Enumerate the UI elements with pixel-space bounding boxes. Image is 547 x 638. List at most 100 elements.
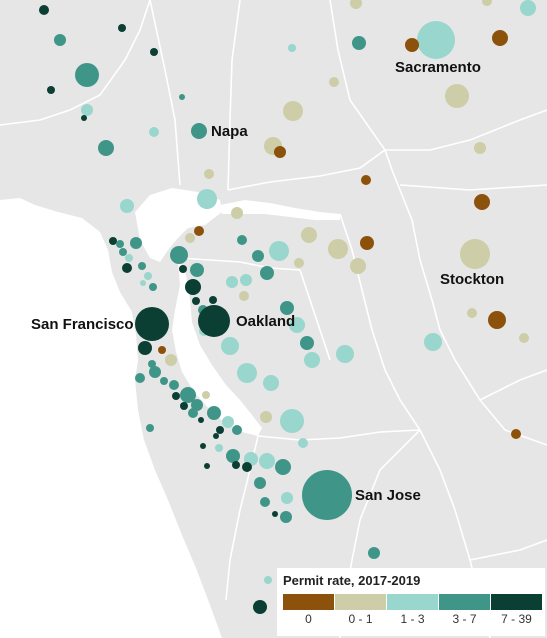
permit-marker: [149, 366, 161, 378]
permit-marker: [204, 169, 214, 179]
permit-marker: [125, 254, 133, 262]
permit-marker: [120, 199, 134, 213]
permit-marker: [192, 297, 200, 305]
permit-marker: [216, 426, 224, 434]
permit-marker: [75, 63, 99, 87]
permit-marker: [300, 336, 314, 350]
city-label-san-francisco: San Francisco: [31, 316, 134, 333]
permit-marker: [185, 233, 195, 243]
permit-marker: [222, 416, 234, 428]
permit-marker: [231, 207, 243, 219]
permit-marker: [252, 250, 264, 262]
permit-marker: [197, 189, 217, 209]
permit-marker: [130, 237, 142, 249]
permit-marker: [135, 373, 145, 383]
permit-marker: [474, 194, 490, 210]
permit-marker: [119, 248, 127, 256]
permit-marker: [207, 406, 221, 420]
permit-marker: [280, 301, 294, 315]
permit-marker: [170, 246, 188, 264]
legend-swatch: [491, 594, 542, 610]
legend-bins: 0 0 - 1 1 - 3 3 - 7 7 - 39: [283, 594, 542, 626]
permit-marker: [138, 262, 146, 270]
permit-marker: [275, 459, 291, 475]
permit-marker: [226, 449, 240, 463]
legend-label: 1 - 3: [400, 612, 424, 626]
permit-marker: [172, 392, 180, 400]
permit-marker: [301, 227, 317, 243]
permit-marker: [368, 547, 380, 559]
permit-marker: [288, 44, 296, 52]
permit-marker: [445, 84, 469, 108]
permit-marker: [149, 283, 157, 291]
city-label-napa: Napa: [211, 123, 248, 140]
permit-marker: [280, 409, 304, 433]
permit-marker: [150, 48, 158, 56]
permit-marker: [213, 433, 219, 439]
permit-marker: [298, 438, 308, 448]
city-labels: Sacramento Napa Stockton San Francisco O…: [31, 59, 504, 504]
permit-marker: [209, 296, 217, 304]
san-francisco-marker: [135, 307, 169, 341]
permit-marker: [116, 240, 124, 248]
permit-marker: [350, 258, 366, 274]
suisun-bay: [220, 200, 340, 220]
permit-marker: [405, 38, 419, 52]
permit-marker: [180, 402, 188, 410]
pacific-ocean: [0, 198, 222, 638]
city-label-stockton: Stockton: [440, 271, 504, 288]
permit-marker: [242, 462, 252, 472]
legend-label: 7 - 39: [501, 612, 532, 626]
permit-marker: [191, 399, 203, 411]
permit-marker: [148, 360, 156, 368]
permit-marker: [492, 30, 508, 46]
oakland-marker: [198, 305, 230, 337]
permit-marker: [98, 140, 114, 156]
legend-label: 3 - 7: [452, 612, 476, 626]
permit-marker: [281, 492, 293, 504]
permit-marker: [260, 266, 274, 280]
permit-marker: [329, 77, 339, 87]
san-jose-marker: [302, 470, 352, 520]
permit-marker: [221, 337, 239, 355]
legend-swatch: [387, 594, 438, 610]
permit-marker: [146, 424, 154, 432]
legend-swatch: [283, 594, 334, 610]
permit-marker: [179, 265, 187, 273]
permit-marker: [140, 280, 146, 286]
city-label-sacramento: Sacramento: [395, 59, 481, 76]
permit-marker: [169, 380, 179, 390]
permit-marker: [350, 0, 362, 9]
permit-marker: [237, 363, 257, 383]
permit-marker: [47, 86, 55, 94]
permit-marker: [460, 239, 490, 269]
legend-swatch: [439, 594, 490, 610]
permit-marker: [482, 0, 492, 6]
permit-marker: [160, 377, 168, 385]
permit-marker: [215, 444, 223, 452]
permit-marker: [269, 241, 289, 261]
san-pablo-bay: [135, 188, 222, 262]
permit-marker: [467, 308, 477, 318]
permit-marker: [39, 5, 49, 15]
permit-marker: [240, 274, 252, 286]
permit-marker: [280, 511, 292, 523]
permit-marker: [289, 317, 305, 333]
permit-marker: [352, 36, 366, 50]
permit-marker: [259, 453, 275, 469]
permit-marker: [283, 101, 303, 121]
permit-marker: [253, 600, 267, 614]
permit-marker: [202, 391, 210, 399]
permit-marker: [190, 263, 204, 277]
permit-marker: [511, 429, 521, 439]
permit-marker: [54, 34, 66, 46]
permit-marker: [474, 142, 486, 154]
permit-marker: [204, 463, 210, 469]
legend-label: 0: [305, 612, 312, 626]
permit-marker: [81, 115, 87, 121]
permit-marker: [188, 408, 198, 418]
permit-marker: [194, 226, 204, 236]
permit-marker: [185, 279, 201, 295]
permit-marker: [361, 175, 371, 185]
permit-marker: [165, 354, 177, 366]
